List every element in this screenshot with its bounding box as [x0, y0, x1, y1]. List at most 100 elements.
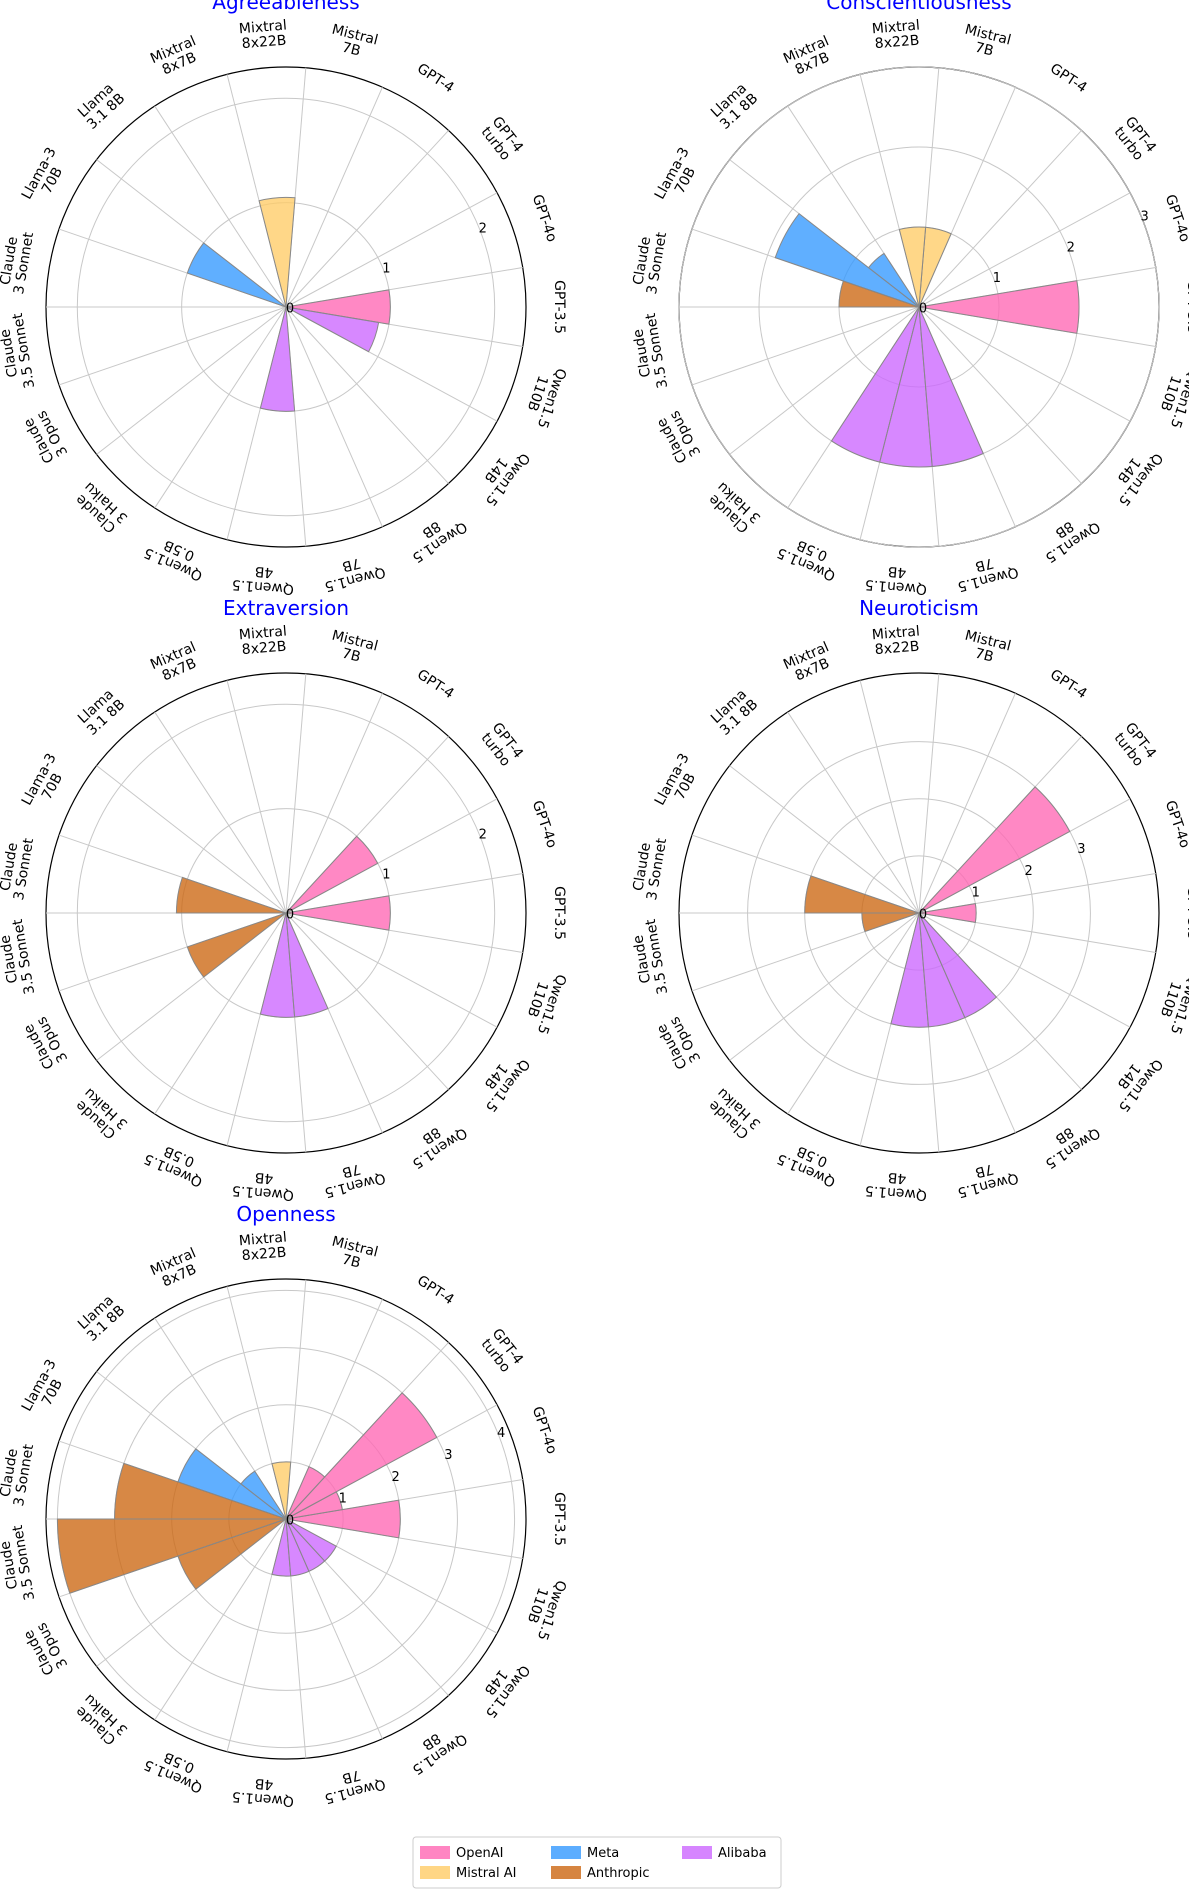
- angular-grid-line: [691, 306, 920, 386]
- category-label-claude-3-5-sonnet: Claude3.5 Sonnet: [628, 917, 671, 998]
- bar-claude-3-sonnet: [175, 876, 287, 914]
- category-label-qwen1-5-8b: Qwen1.58B: [401, 1112, 470, 1172]
- category-label-qwen1-5-110b: Qwen1.5110B: [520, 361, 569, 430]
- radial-tick-label: 1: [339, 1492, 347, 1507]
- category-label-gpt-4o: GPT-4o: [529, 193, 560, 245]
- bar-gpt-3-5: [285, 289, 391, 325]
- radial-tick-label: 0: [919, 908, 927, 923]
- category-label-qwen1-5-4b: Qwen1.54B: [231, 1773, 296, 1809]
- legend-label-mistral: Mistral AI: [456, 1866, 516, 1881]
- angular-grid-line: [285, 306, 449, 484]
- category-label-qwen1-5-0-5b: Qwen1.50.5B: [142, 1136, 211, 1189]
- angular-grid-line: [58, 306, 287, 386]
- category-label-qwen1-5-7b: Qwen1.57B: [952, 1155, 1020, 1200]
- legend: OpenAI Mistral AI Meta Anthropic Alibaba: [412, 1836, 782, 1889]
- category-label-qwen1-5-7b: Qwen1.57B: [319, 549, 387, 594]
- category-label-claude-3-haiku: Claude3 Haiku: [71, 479, 131, 538]
- bar-claude-3-opus: [186, 912, 287, 978]
- radial-tick-label: 2: [1024, 864, 1032, 879]
- category-label-claude-3-opus: Claude3 Opus: [653, 408, 704, 466]
- angular-grid-line: [918, 192, 1131, 308]
- radial-tick-label: 0: [919, 302, 927, 317]
- legend-label-alibaba: Alibaba: [718, 1846, 767, 1861]
- bar-mixtral-8x22b: [898, 226, 927, 308]
- category-label-llama-3-70b: Llama-370B: [19, 1357, 73, 1421]
- category-label-claude-3-5-sonnet: Claude3.5 Sonnet: [628, 311, 671, 392]
- category-label-mixtral-8x22b: Mixtral8x22B: [238, 17, 288, 52]
- radial-tick-label: 2: [1067, 240, 1075, 255]
- charts-layer: 0 1 2 GPT-3.5 GPT-4o GPT-4turbo GPT-4 Mistral7B…: [0, 0, 1189, 1809]
- category-label-claude-3-opus: Claude3 Opus: [20, 1620, 71, 1678]
- radial-tick-label: 2: [391, 1470, 399, 1485]
- category-label-qwen1-5-14b: Qwen1.514B: [470, 1653, 533, 1721]
- radial-tick-label: 1: [993, 271, 1001, 286]
- category-label-claude-3-opus: Claude3 Opus: [20, 1014, 71, 1072]
- category-label-qwen1-5-110b: Qwen1.5110B: [520, 1573, 569, 1642]
- category-label-llama-3-1-8b: Llama3.1 8B: [74, 685, 128, 738]
- angular-grid-line: [154, 711, 287, 914]
- radial-tick-label: 1: [382, 262, 390, 277]
- angular-grid-line: [285, 673, 307, 914]
- angular-grid-line: [918, 306, 1131, 422]
- angular-grid-line: [729, 765, 920, 914]
- category-label-qwen1-5-7b: Qwen1.57B: [319, 1155, 387, 1200]
- category-label-gpt-3-5: GPT-3.5: [551, 280, 567, 334]
- angular-grid-line: [154, 306, 287, 509]
- category-label-qwen1-5-8b: Qwen1.58B: [1034, 506, 1103, 566]
- radial-tick-label: 3: [1141, 210, 1149, 225]
- category-label-qwen1-5-110b: Qwen1.5110B: [520, 967, 569, 1036]
- category-label-mistral-7b: Mistral7B: [326, 628, 379, 670]
- category-label-qwen1-5-4b: Qwen1.54B: [864, 1167, 929, 1203]
- bar-qwen1-5-4b: [259, 306, 296, 412]
- category-label-mixtral-8x22b: Mixtral8x22B: [238, 623, 288, 658]
- polar-chart-neuroticism: 0 1 2 3 GPT-3.5 GPT-4o GPT-4turbo GPT-4 Mistral7…: [628, 596, 1189, 1203]
- angular-grid-line: [787, 711, 920, 914]
- radial-tick-label: 1: [972, 886, 980, 901]
- bar-qwen1-5-7b: [918, 306, 984, 467]
- category-label-qwen1-5-7b: Qwen1.57B: [952, 549, 1020, 594]
- radial-tick-label: 3: [444, 1448, 452, 1463]
- radial-tick-label: 0: [286, 908, 294, 923]
- category-label-qwen1-5-8b: Qwen1.58B: [401, 506, 470, 566]
- bar-qwen1-5-110b: [285, 306, 380, 353]
- bar-qwen1-5-8b: [918, 912, 998, 1019]
- category-label-gpt-4: GPT-4: [1047, 61, 1090, 97]
- angular-grid-line: [918, 693, 1016, 914]
- category-label-gpt-3-5: GPT-3.5: [551, 886, 567, 940]
- category-label-llama-3-1-8b: Llama3.1 8B: [707, 79, 761, 132]
- angular-grid-line: [285, 87, 383, 308]
- angular-grid-line: [918, 130, 1082, 308]
- category-label-claude-3-sonnet: Claude3 Sonnet: [0, 228, 37, 295]
- legend-swatch-alibaba: [682, 1846, 712, 1859]
- category-label-llama-3-70b: Llama-370B: [652, 751, 706, 815]
- bar-gpt-4: [285, 1466, 326, 1520]
- legend-swatch-meta: [551, 1846, 581, 1859]
- chart-title-agreeableness: Agreeableness: [212, 0, 359, 14]
- category-label-mixtral-8x22b: Mixtral8x22B: [871, 17, 921, 52]
- category-label-qwen1-5-14b: Qwen1.514B: [470, 441, 533, 509]
- bar-claude-3-opus: [177, 1518, 287, 1590]
- category-label-qwen1-5-8b: Qwen1.58B: [1034, 1112, 1103, 1172]
- bar-claude-3-5-sonnet: [56, 1518, 287, 1594]
- bar-mixtral-8x22b: [271, 1461, 292, 1520]
- category-label-llama-3-1-8b: Llama3.1 8B: [74, 1291, 128, 1344]
- angular-grid-line: [96, 306, 287, 455]
- category-label-gpt-4o: GPT-4o: [529, 1405, 560, 1457]
- category-label-claude-3-opus: Claude3 Opus: [20, 408, 71, 466]
- bar-llama-3-70b: [774, 212, 920, 308]
- category-label-qwen1-5-110b: Qwen1.5110B: [1153, 967, 1189, 1036]
- radial-tick-label: 4: [497, 1426, 505, 1441]
- bar-gpt-4-turbo: [918, 786, 1071, 914]
- bar-gpt-3-5: [918, 280, 1080, 334]
- legend-swatch-anthropic: [551, 1866, 581, 1879]
- angular-grid-line: [154, 105, 287, 308]
- category-label-gpt-4: GPT-4: [1047, 667, 1090, 703]
- category-label-gpt-4: GPT-4: [414, 667, 457, 703]
- angular-grid-line: [285, 912, 449, 1090]
- bar-claude-3-sonnet: [838, 280, 920, 308]
- category-label-claude-3-5-sonnet: Claude3.5 Sonnet: [0, 1523, 38, 1604]
- category-label-llama-3-70b: Llama-370B: [652, 145, 706, 209]
- category-label-gpt-4-turbo: GPT-4turbo: [1110, 114, 1159, 165]
